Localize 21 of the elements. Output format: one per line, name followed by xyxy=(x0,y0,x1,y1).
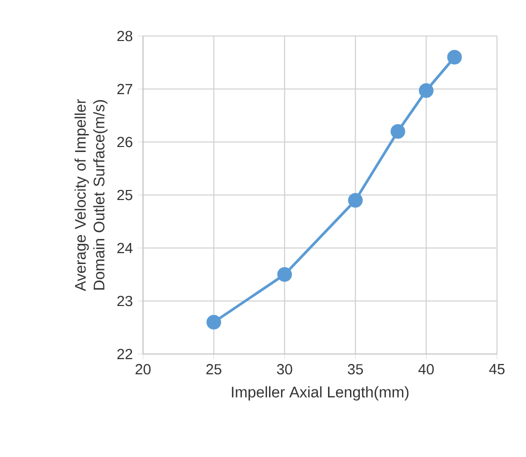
x-axis-title: Impeller Axial Length(mm) xyxy=(232,386,408,401)
y-axis-title: Average Velocity of Impeller Domain Outlet Surface(m/s) xyxy=(74,99,108,292)
y-tick-label: 28 xyxy=(117,30,132,42)
point xyxy=(348,192,363,208)
point xyxy=(206,314,222,330)
point xyxy=(390,124,406,139)
point xyxy=(418,83,434,98)
y-tick-label: 24 xyxy=(117,242,133,254)
y-tick-label: 26 xyxy=(117,136,132,148)
x-tick-label: 35 xyxy=(348,364,363,374)
point xyxy=(277,267,292,282)
x-tick-label: 20 xyxy=(136,364,151,374)
x-tick-label: 30 xyxy=(277,364,292,374)
x-tick-label: 45 xyxy=(489,364,505,374)
y-tick-label: 25 xyxy=(117,190,132,200)
x-tick-label: 25 xyxy=(206,364,222,374)
x-tick-label: 40 xyxy=(418,364,434,374)
y-tick-label: 23 xyxy=(117,296,132,306)
point xyxy=(447,50,462,65)
y-tick-label: 27 xyxy=(117,84,132,94)
y-tick-label: 22 xyxy=(117,348,132,360)
